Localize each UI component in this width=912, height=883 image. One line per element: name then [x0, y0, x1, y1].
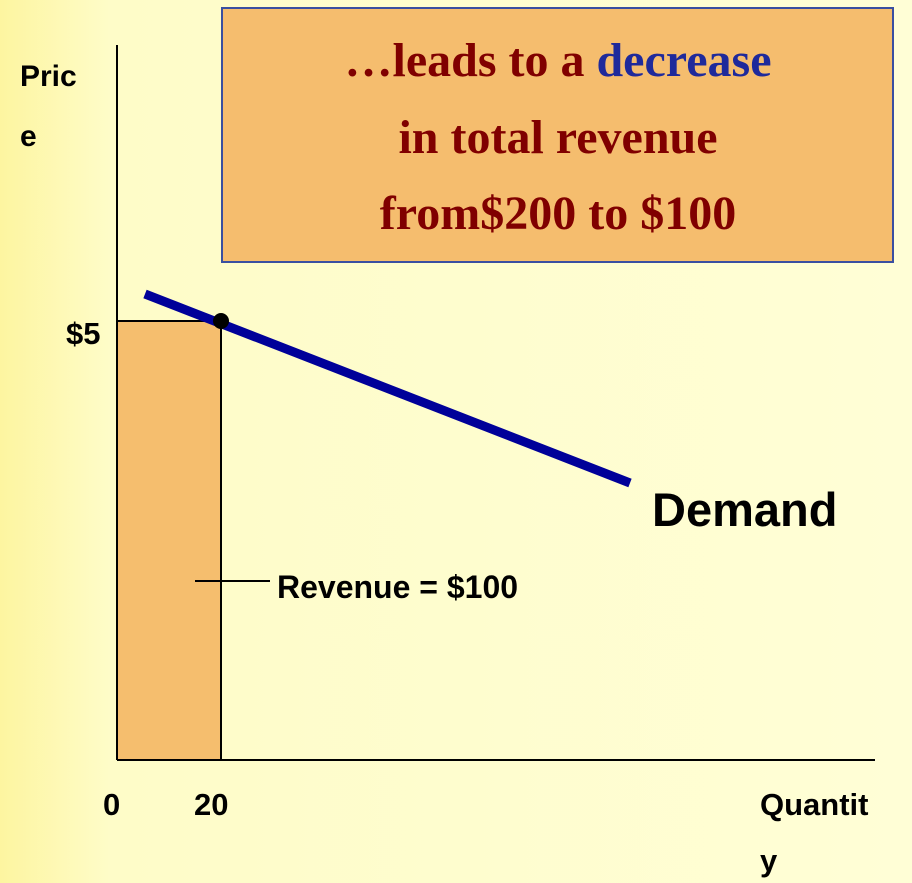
y-tick-label: $5 [66, 316, 100, 351]
callout-highlight: decrease [596, 34, 771, 87]
point [213, 313, 229, 329]
curve-label: Demand [652, 483, 837, 536]
callout-text: …leads to a [344, 34, 596, 87]
area-label: Revenue = $100 [277, 569, 518, 605]
x-tick-label: 20 [194, 787, 228, 822]
y-axis-label: e [20, 120, 37, 153]
callout-line: in total revenue [398, 111, 717, 164]
revenue-area [117, 321, 221, 760]
x-axis-label: y [760, 843, 778, 878]
callout-line: from$200 to $100 [380, 187, 736, 240]
callout-line: …leads to a decrease [344, 34, 771, 87]
callout-box [221, 7, 894, 263]
y-axis-label: Pric [20, 60, 77, 93]
x-tick-label: 0 [103, 787, 120, 822]
x-axis-label: Quantit [760, 787, 869, 822]
